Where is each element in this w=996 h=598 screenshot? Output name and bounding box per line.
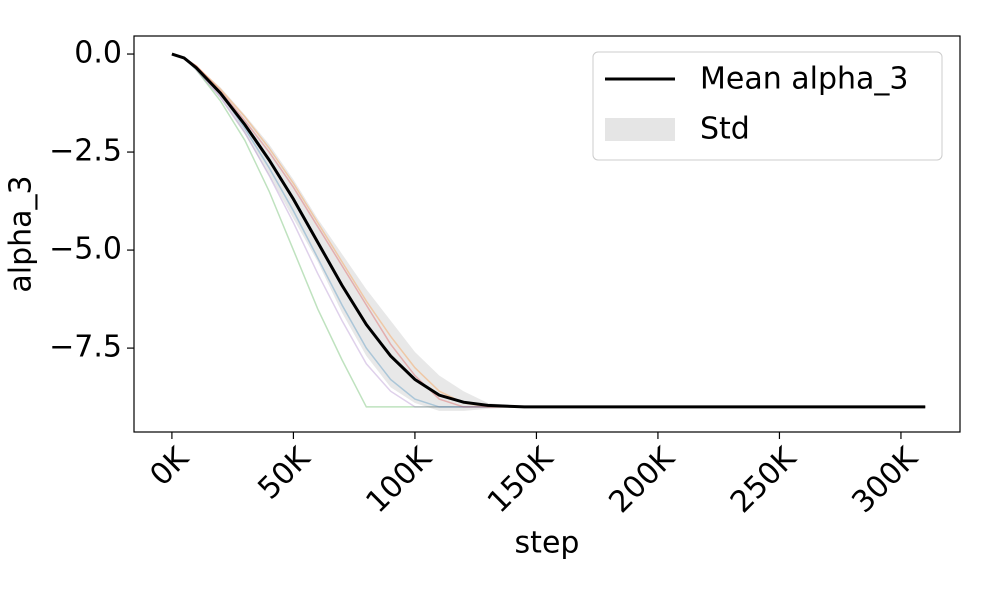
y-tick-label: 0.0 [74,36,122,71]
legend-box [592,51,943,161]
y-tick-label: −7.5 [49,330,122,365]
legend-label: Std [700,112,750,147]
legend-label: Mean alpha_3 [700,62,909,97]
run-line [171,53,926,408]
std-band [171,54,926,411]
y-axis-label: alpha_3 [4,175,39,292]
plot-frame [133,35,961,433]
run-line [171,53,926,408]
x-tick-label: 250K [724,440,804,520]
x-tick-label: 200K [602,440,682,520]
legend-patch [605,118,675,141]
y-tick-label: −5.0 [49,232,122,267]
y-tick-label: −2.5 [49,134,122,169]
x-tick-label: 150K [481,440,561,520]
mean-line [171,52,926,409]
x-tick-label: 50K [251,440,318,507]
x-tick-label: 0K [143,440,196,493]
x-axis-label: step [515,526,580,561]
x-tick-label: 100K [359,440,439,520]
x-tick-label: 300K [845,440,925,520]
